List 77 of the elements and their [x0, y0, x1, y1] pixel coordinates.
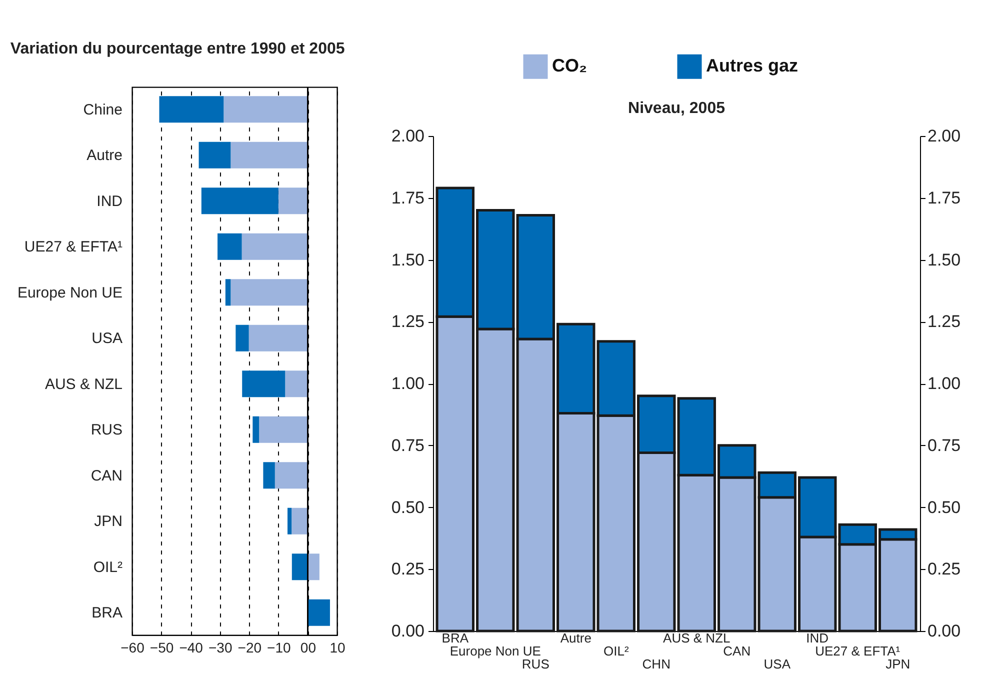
y-tick-label: RUS — [90, 422, 122, 439]
x-tick-label: USA — [764, 656, 791, 672]
chart-title: Variation du pourcentage entre 1990 et 2005 — [10, 40, 345, 58]
bar — [288, 508, 292, 534]
x-tick-label: −20 — [238, 640, 262, 656]
y2-tick-label: 0.50 — [928, 498, 961, 517]
bar — [225, 279, 231, 306]
x-tick-label: RUS — [522, 656, 550, 672]
x-tick-label: AUS & NZL — [663, 630, 730, 646]
x-tick-label: IND — [806, 630, 829, 646]
y-tick-label: BRA — [92, 604, 122, 622]
bar — [248, 324, 308, 352]
x-tick-label: −60 — [120, 640, 145, 656]
y-tick-label: USA — [92, 330, 122, 348]
y2-tick-label: 2.00 — [928, 126, 961, 146]
x-tick-label: Autre — [560, 630, 592, 646]
y2-tick-label: 0.25 — [928, 560, 961, 579]
y-tick-label: OIL² — [93, 558, 122, 576]
x-tick-label: 00 — [300, 640, 316, 656]
y-tick-label: AUS & NZL — [44, 376, 122, 393]
bar — [308, 554, 320, 580]
chart-title: Niveau, 2005 — [628, 100, 726, 117]
bar — [252, 416, 260, 443]
y-tick-label: 1.00 — [391, 374, 424, 393]
bar — [278, 188, 308, 214]
y2-tick-label: 1.25 — [928, 312, 961, 332]
x-tick-label: −30 — [208, 640, 232, 656]
x-tick-label: UE27 & EFTA¹ — [815, 644, 901, 658]
y2-tick-label: 1.75 — [928, 188, 961, 208]
bar — [259, 416, 308, 443]
bar — [292, 508, 308, 534]
bar — [230, 279, 308, 306]
y-tick-label: CAN — [90, 467, 122, 484]
x-tick-label: −40 — [179, 640, 204, 656]
y2-tick-label: 1.50 — [928, 250, 961, 270]
bar — [218, 233, 242, 260]
y-tick-label: 2.00 — [391, 126, 424, 146]
y-tick-label: UE27 & EFTA¹ — [24, 238, 122, 256]
bar — [236, 324, 249, 352]
x-tick-label: CAN — [723, 644, 751, 658]
x-tick-label: BRA — [442, 630, 469, 646]
y-tick-label: 1.75 — [391, 188, 424, 208]
bar — [263, 462, 275, 489]
bar — [242, 370, 286, 398]
y2-tick-label: 1.00 — [928, 374, 961, 393]
x-tick-label: 10 — [330, 640, 346, 656]
y-tick-label: 1.50 — [391, 250, 424, 270]
bar — [285, 370, 308, 398]
x-tick-label: JPN — [886, 656, 910, 672]
x-tick-label: −10 — [267, 640, 292, 656]
legend-label: Autres gaz — [706, 56, 798, 76]
legend-label: CO₂ — [552, 56, 587, 76]
y-tick-label: IND — [96, 192, 123, 210]
bar — [201, 188, 278, 214]
y-tick-label: Europe Non UE — [17, 284, 122, 302]
bar — [274, 462, 308, 489]
y-tick-label: Chine — [83, 101, 122, 118]
x-tick-label: OIL² — [603, 644, 630, 658]
bar — [159, 96, 224, 123]
y-tick-label: 0.00 — [391, 622, 424, 640]
x-tick-label: −50 — [150, 640, 174, 656]
bar — [292, 554, 308, 580]
y2-tick-label: 0.00 — [928, 622, 961, 640]
bar — [224, 96, 308, 123]
x-tick-label: Europe Non UE — [450, 644, 542, 658]
y-tick-label: JPN — [94, 513, 122, 530]
bar — [242, 233, 308, 260]
bar — [308, 599, 330, 626]
y-tick-label: Autre — [86, 147, 122, 164]
bar — [198, 142, 231, 168]
x-tick-label: CHN — [642, 656, 670, 672]
y2-tick-label: 0.75 — [928, 436, 961, 455]
y-tick-label: 0.75 — [391, 436, 424, 455]
y-tick-label: 1.25 — [391, 312, 424, 332]
y-tick-label: 0.50 — [391, 498, 424, 517]
bar — [230, 142, 308, 168]
y-tick-label: 0.25 — [391, 560, 424, 579]
